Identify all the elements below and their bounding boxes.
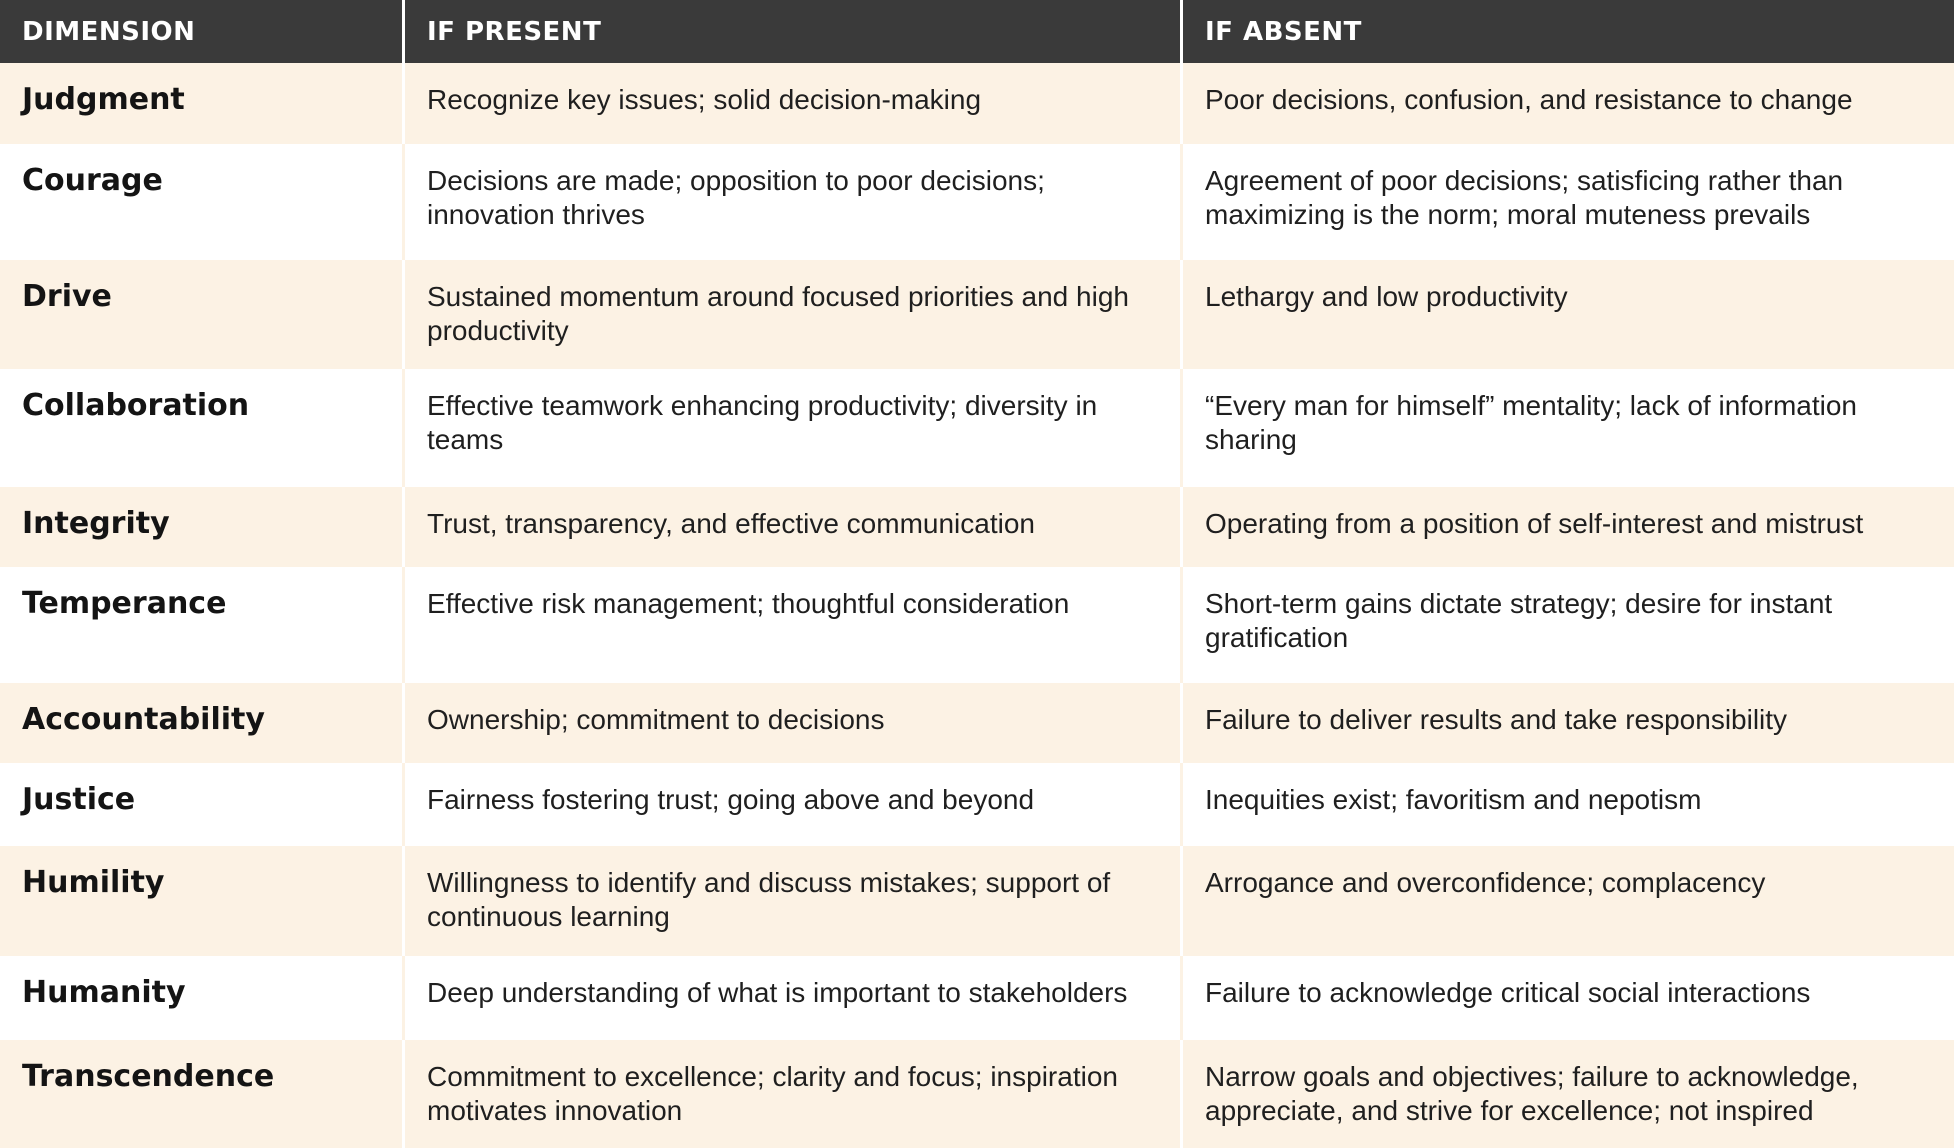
- dimension-cell: Judgment: [0, 63, 402, 144]
- if-present-cell: Effective risk management; thoughtful co…: [402, 567, 1180, 683]
- if-absent-cell: “Every man for himself” mentality; lack …: [1180, 369, 1954, 487]
- if-absent-cell: Narrow goals and objectives; failure to …: [1180, 1040, 1954, 1148]
- dimension-cell: Temperance: [0, 567, 402, 683]
- dimension-cell: Drive: [0, 260, 402, 369]
- if-absent-cell: Operating from a position of self-intere…: [1180, 487, 1954, 567]
- if-absent-cell: Failure to deliver results and take resp…: [1180, 683, 1954, 763]
- if-absent-cell: Failure to acknowledge critical social i…: [1180, 956, 1954, 1040]
- if-present-cell: Deep understanding of what is important …: [402, 956, 1180, 1040]
- if-present-cell: Decisions are made; opposition to poor d…: [402, 144, 1180, 260]
- dimension-cell: Collaboration: [0, 369, 402, 487]
- column-header-if-present: IF PRESENT: [402, 0, 1180, 63]
- dimension-cell: Accountability: [0, 683, 402, 763]
- if-absent-cell: Agreement of poor decisions; satisficing…: [1180, 144, 1954, 260]
- column-header-dimension: DIMENSION: [0, 0, 402, 63]
- if-present-cell: Effective teamwork enhancing productivit…: [402, 369, 1180, 487]
- dimension-cell: Courage: [0, 144, 402, 260]
- dimension-cell: Humanity: [0, 956, 402, 1040]
- if-absent-cell: Lethargy and low productivity: [1180, 260, 1954, 369]
- if-absent-cell: Inequities exist; favoritism and nepotis…: [1180, 763, 1954, 846]
- if-present-cell: Fairness fostering trust; going above an…: [402, 763, 1180, 846]
- if-absent-cell: Arrogance and overconfidence; complacenc…: [1180, 846, 1954, 956]
- if-present-cell: Willingness to identify and discuss mist…: [402, 846, 1180, 956]
- dimension-cell: Integrity: [0, 487, 402, 567]
- if-absent-cell: Poor decisions, confusion, and resistanc…: [1180, 63, 1954, 144]
- if-present-cell: Recognize key issues; solid decision-mak…: [402, 63, 1180, 144]
- dimension-cell: Justice: [0, 763, 402, 846]
- if-present-cell: Trust, transparency, and effective commu…: [402, 487, 1180, 567]
- if-absent-cell: Short-term gains dictate strategy; desir…: [1180, 567, 1954, 683]
- column-header-if-absent: IF ABSENT: [1180, 0, 1954, 63]
- if-present-cell: Ownership; commitment to decisions: [402, 683, 1180, 763]
- if-present-cell: Commitment to excellence; clarity and fo…: [402, 1040, 1180, 1148]
- if-present-cell: Sustained momentum around focused priori…: [402, 260, 1180, 369]
- dimension-cell: Humility: [0, 846, 402, 956]
- dimension-cell: Transcendence: [0, 1040, 402, 1148]
